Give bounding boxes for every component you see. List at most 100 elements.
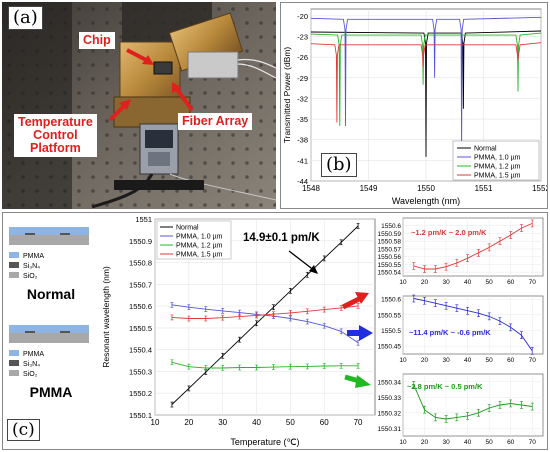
b-series-3: [310, 42, 542, 123]
blue-arrow: [347, 325, 373, 341]
c-ytick-5: 1550.6: [129, 302, 152, 311]
inset-3-ytick-1: 1550.32: [378, 410, 402, 417]
chip-label: Chip: [79, 32, 115, 49]
b-xtick-3: 1551: [475, 184, 493, 193]
b-ytick-1: -23: [297, 33, 308, 42]
b-ytick-8: -44: [297, 177, 308, 186]
legend-c-pmma-1-5: PMMA, 1.5 µm: [176, 252, 223, 259]
b-xtick-4: 1552: [532, 184, 547, 193]
title-normal: Normal: [27, 286, 75, 302]
inset-2-ytick-1: 1550.5: [381, 328, 401, 335]
c-xtick-6: 70: [354, 418, 363, 427]
annotation-arrow: [288, 250, 316, 272]
spectrum-ticks: 1548 1549 1550 1551 1552 -20 -23 -26 -29 -32 -35 -3…: [297, 12, 550, 193]
panel-a-label: (a): [8, 6, 43, 30]
b-xtick-1: 1549: [360, 184, 378, 193]
inset-2-xtick-0: 10: [399, 357, 407, 364]
b-xtick-0: 1548: [302, 184, 320, 193]
inset-1-xtick-2: 30: [442, 279, 450, 286]
c-ytick-1: 1550.2: [129, 389, 152, 398]
b-ytick-7: -41: [297, 156, 308, 165]
c-ytick-2: 1550.3: [129, 367, 152, 376]
inset-1-xtick-6: 70: [529, 279, 537, 286]
legend-si3n4-text: Si₃N₄: [23, 263, 40, 270]
spectrum-legend: Normal PMMA, 1.0 µm PMMA, 1.2 µm PMMA, 1…: [452, 140, 540, 181]
spectrum-series: [310, 16, 542, 157]
c-series-line-3: [171, 305, 359, 319]
inset-2-xtick-5: 60: [507, 357, 515, 364]
panel-b-label: (b): [321, 153, 357, 177]
c-xtick-0: 10: [151, 418, 160, 427]
b-ytick-5: -35: [297, 115, 308, 124]
c-ytick-0: 1550.1: [129, 411, 152, 420]
c-xtick-1: 20: [184, 418, 193, 427]
b-ytick-3: -29: [297, 74, 308, 83]
inset-1-annotation: ~1.2 pm/K ~ 2.0 pm/K: [411, 228, 487, 237]
c-ytick-6: 1550.7: [129, 280, 152, 289]
b-series-2: [310, 32, 542, 127]
main-grid: [154, 218, 375, 416]
inset-1-xtick-5: 60: [507, 279, 515, 286]
legend-c-normal: Normal: [176, 225, 199, 232]
inset-2-xtick-1: 20: [421, 357, 429, 364]
legend-c-pmma-1-0: PMMA, 1.0 µm: [176, 234, 223, 241]
inset-3-line: [413, 384, 533, 420]
legend-sio2-swatch: [9, 272, 19, 278]
inset-1-xtick-4: 50: [486, 279, 494, 286]
c-xtick-2: 30: [218, 418, 227, 427]
inset-3-xtick-5: 60: [507, 439, 515, 446]
title-pmma: PMMA: [30, 384, 73, 400]
legend-pmma-swatch: [9, 252, 19, 258]
inset-2-area: [402, 295, 544, 355]
c-xtick-4: 50: [286, 418, 295, 427]
inset-2-ytick-3: 1550.6: [381, 297, 401, 304]
inset-1-ytick-2: 1550.56: [378, 254, 402, 261]
b-ytick-4: -32: [297, 94, 308, 103]
pmma-sio2-layer: [9, 333, 89, 343]
inset-chart-red: 10 20 30 40 50 60 701550.541550.551550.561550.…: [378, 217, 544, 286]
panel-a-photo: (a) Chip Fiber Array Temperature Control…: [2, 2, 276, 209]
lab-setup-photo: [2, 2, 276, 209]
inset-1-area: [402, 217, 544, 277]
inset-3-ytick-0: 1550.31: [378, 426, 402, 433]
inset-1-xtick-0: 10: [399, 279, 407, 286]
main-series: [170, 223, 360, 408]
inset-1-xtick-1: 20: [421, 279, 429, 286]
inset-1-ytick-1: 1550.55: [378, 262, 402, 269]
legend-c-pmma-1-2: PMMA, 1.2 µm: [176, 243, 223, 250]
inset-2-ytick-0: 1550.45: [378, 344, 402, 351]
platform-label-line-2: Control: [33, 128, 78, 142]
inset-1-line: [413, 222, 533, 270]
c-ytick-3: 1550.4: [129, 346, 152, 355]
spectrum-chart: 1548 1549 1550 1551 1552 -20 -23 -26 -29 -32 -35 -3…: [282, 8, 550, 206]
legend-pmma-text-2: PMMA: [23, 351, 44, 358]
inset-3-xtick-0: 10: [399, 439, 407, 446]
inset-1-ytick-0: 1550.54: [378, 270, 402, 277]
c-ytick-8: 1550.9: [129, 237, 152, 246]
c-ytick-7: 1550.8: [129, 259, 152, 268]
inset-2-xtick-2: 30: [442, 357, 450, 364]
normal-top-layer: [9, 227, 89, 235]
b-ytick-2: -26: [297, 53, 308, 62]
main-legend: Normal PMMA, 1.0 µm PMMA, 1.2 µm PMMA, 1…: [156, 220, 232, 260]
inset-3-annotation: ~2.8 pm/K ~ 0.5 pm/K: [407, 382, 483, 391]
main-annotation: 14.9±0.1 pm/K: [243, 232, 320, 244]
red-arrow: [341, 292, 369, 310]
inset-3-xtick-3: 40: [464, 439, 472, 446]
inset-3-xtick-6: 70: [529, 439, 537, 446]
inset-1-ytick-6: 1550.6: [381, 223, 401, 230]
c-xtick-5: 60: [320, 418, 329, 427]
legend-si3n4-text-2: Si₃N₄: [23, 361, 40, 368]
inset-chart-green: 10 20 30 40 50 60 70 1550.31 1550.32 1550.33 1550.…: [378, 373, 544, 446]
spectrum-xlabel: Wavelength (nm): [392, 196, 460, 206]
main-ylabel: Resonant wavelength (nm): [101, 266, 111, 368]
temperature-control-platform-label: Temperature Control Platform: [14, 114, 97, 157]
inset-2-line: [413, 298, 533, 352]
green-arrow: [344, 374, 371, 388]
inset-1-ytick-3: 1550.57: [378, 246, 402, 253]
platform-label-line-3: Platform: [30, 141, 81, 155]
inset-3-ytick-3: 1550.34: [378, 379, 402, 386]
panel-c-temperature: PMMA Si₃N₄ SiO₂ Normal PMMA Si₃N₄ SiO₂ P…: [2, 212, 548, 450]
b-ytick-0: -20: [297, 12, 308, 21]
legend-sio2-text-2: SiO₂: [23, 371, 38, 378]
